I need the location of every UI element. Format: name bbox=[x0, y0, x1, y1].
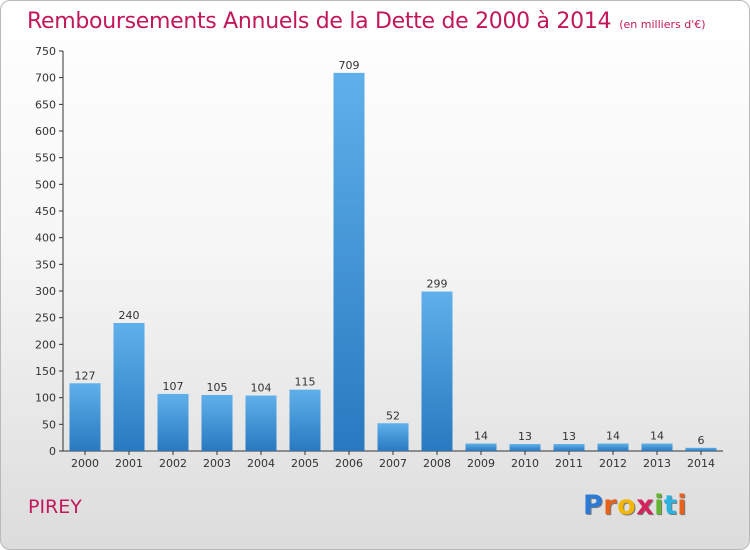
x-tick-label: 2000 bbox=[71, 457, 99, 470]
bar-2000[interactable] bbox=[69, 383, 101, 451]
location-label: PIREY bbox=[28, 496, 82, 518]
bar-2007[interactable] bbox=[377, 423, 409, 451]
bar-2009[interactable] bbox=[465, 443, 497, 451]
logo-letter: o bbox=[617, 490, 637, 521]
x-tick-label: 2001 bbox=[115, 457, 143, 470]
bar-2014[interactable] bbox=[685, 447, 717, 451]
logo-letter: x bbox=[636, 490, 655, 521]
y-tick-label: 750 bbox=[35, 45, 56, 58]
data-label: 14 bbox=[474, 430, 488, 443]
bars-group: 127 240 107 105 104 115 709 52 299 14 13 13 14 14 6 bbox=[69, 59, 717, 451]
data-label: 107 bbox=[163, 380, 184, 393]
x-tick-label: 2014 bbox=[687, 457, 715, 470]
bar-2005[interactable] bbox=[289, 389, 321, 451]
data-label: 105 bbox=[207, 381, 228, 394]
bar-2008[interactable] bbox=[421, 291, 453, 451]
data-label: 104 bbox=[251, 382, 272, 395]
x-tick-label: 2007 bbox=[379, 457, 407, 470]
y-tick-label: 100 bbox=[35, 392, 56, 405]
y-tick-label: 700 bbox=[35, 72, 56, 85]
y-tick-label: 200 bbox=[35, 338, 56, 351]
data-label: 13 bbox=[562, 430, 576, 443]
data-label: 709 bbox=[339, 59, 360, 72]
bar-2011[interactable] bbox=[553, 444, 585, 451]
bar-2006[interactable] bbox=[333, 72, 365, 451]
y-tick-label: 450 bbox=[35, 205, 56, 218]
y-tick-label: 300 bbox=[35, 285, 56, 298]
bar-2001[interactable] bbox=[113, 323, 145, 451]
y-tick-label: 150 bbox=[35, 365, 56, 378]
data-label: 14 bbox=[606, 430, 620, 443]
logo-letter: r bbox=[603, 490, 618, 521]
data-label: 13 bbox=[518, 430, 532, 443]
bar-2013[interactable] bbox=[641, 443, 673, 451]
y-tick-label: 600 bbox=[35, 125, 56, 138]
bar-2010[interactable] bbox=[509, 444, 541, 451]
y-tick-label: 500 bbox=[35, 178, 56, 191]
chart-subtitle: (en milliers d'€) bbox=[619, 18, 706, 31]
bar-2003[interactable] bbox=[201, 395, 233, 451]
bar-2002[interactable] bbox=[157, 393, 189, 451]
logo-letter: P bbox=[583, 490, 604, 521]
x-tick-label: 2008 bbox=[423, 457, 451, 470]
x-tick-label: 2011 bbox=[555, 457, 583, 470]
chart-title: Remboursements Annuels de la Dette de 20… bbox=[27, 9, 706, 34]
y-tick-label: 650 bbox=[35, 98, 56, 111]
data-label: 52 bbox=[386, 409, 400, 422]
x-tick-label: 2013 bbox=[643, 457, 671, 470]
x-tick-label: 2005 bbox=[291, 457, 319, 470]
data-label: 240 bbox=[119, 309, 140, 322]
bar-2004[interactable] bbox=[245, 395, 277, 451]
logo-letter: i bbox=[654, 490, 664, 521]
data-label: 115 bbox=[295, 376, 316, 389]
x-tick-label: 2003 bbox=[203, 457, 231, 470]
data-label: 299 bbox=[427, 278, 448, 291]
logo-letter: i bbox=[677, 490, 688, 521]
axes: 0 50 100 150 200 250 300 350 400 450 500 550 600 650 7… bbox=[35, 45, 723, 470]
y-tick-label: 0 bbox=[49, 445, 56, 458]
data-label: 127 bbox=[75, 369, 96, 382]
logo-letter: t bbox=[663, 490, 678, 521]
bar-2012[interactable] bbox=[597, 443, 629, 451]
y-tick-label: 550 bbox=[35, 152, 56, 165]
data-label: 14 bbox=[650, 430, 664, 443]
y-tick-label: 50 bbox=[42, 418, 56, 431]
y-tick-label: 400 bbox=[35, 232, 56, 245]
x-tick-label: 2012 bbox=[599, 457, 627, 470]
proxiti-logo[interactable]: Proxiti bbox=[583, 490, 687, 521]
data-label: 6 bbox=[698, 434, 705, 447]
x-tick-label: 2002 bbox=[159, 457, 187, 470]
title-text: Remboursements Annuels de la Dette de 20… bbox=[27, 9, 612, 34]
x-tick-label: 2010 bbox=[511, 457, 539, 470]
y-tick-label: 350 bbox=[35, 258, 56, 271]
x-tick-label: 2009 bbox=[467, 457, 495, 470]
y-tick-label: 250 bbox=[35, 312, 56, 325]
x-tick-label: 2006 bbox=[335, 457, 363, 470]
x-tick-label: 2004 bbox=[247, 457, 275, 470]
